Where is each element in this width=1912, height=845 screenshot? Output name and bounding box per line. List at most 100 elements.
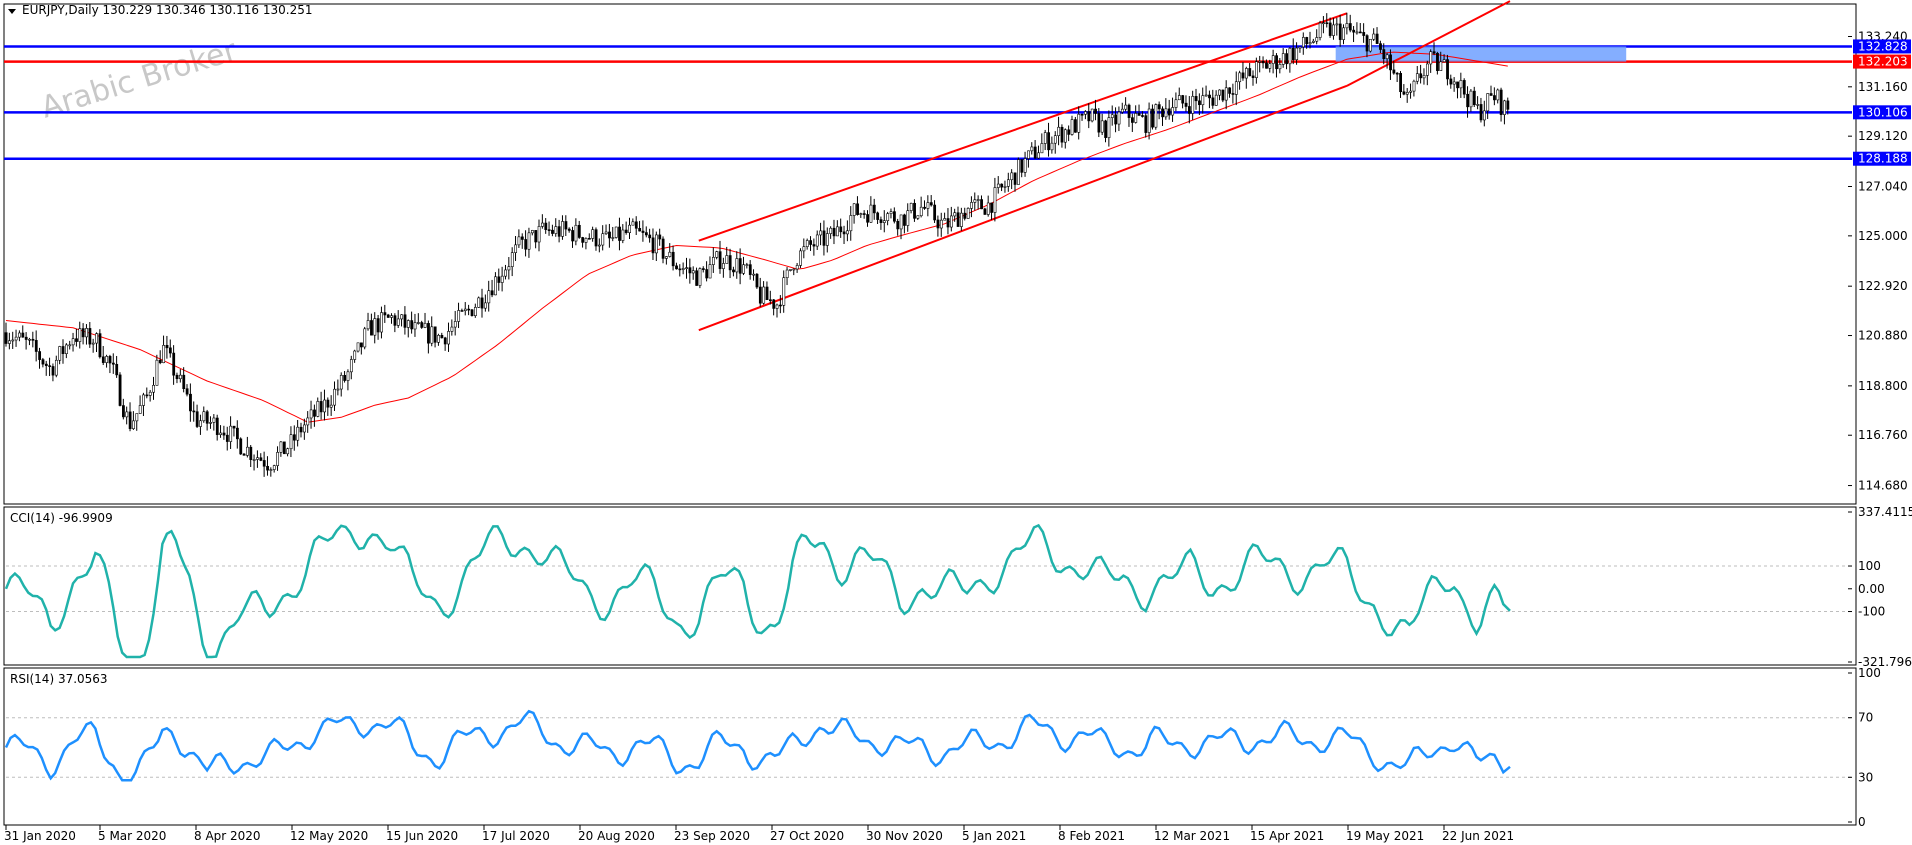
candle-body xyxy=(1325,22,1329,25)
price-tag xyxy=(1853,39,1911,54)
candle-body xyxy=(735,258,739,273)
candle-body xyxy=(1332,24,1335,36)
candle-body xyxy=(1395,72,1399,75)
channel-line-lower xyxy=(698,84,1348,332)
candle-body xyxy=(906,210,910,226)
cci-panel[interactable]: 337.4115 100 0.00 -100 -321.7969 CCI(14) -96… xyxy=(3,505,1912,669)
candle-body xyxy=(101,356,105,363)
candle-body xyxy=(1261,61,1265,64)
candle-body xyxy=(520,236,524,240)
candle-body xyxy=(574,224,578,242)
candle-body xyxy=(527,232,531,250)
candle-body xyxy=(882,220,886,223)
supply-zone[interactable] xyxy=(1335,46,1627,62)
candle-body xyxy=(41,359,45,365)
candle-body xyxy=(145,394,149,397)
candle-body xyxy=(742,264,745,274)
cci-panel-frame xyxy=(3,506,1857,666)
candle-body xyxy=(651,237,655,254)
candle-body xyxy=(1013,172,1017,185)
candle-body xyxy=(691,270,695,274)
candle-body xyxy=(71,338,75,346)
candle-body xyxy=(732,269,735,273)
candle-body xyxy=(1251,75,1255,78)
trend-channel[interactable] xyxy=(698,0,1511,332)
candle-body xyxy=(463,308,467,311)
candle-body xyxy=(923,206,926,209)
candle-body xyxy=(1010,172,1014,181)
candle-body xyxy=(862,213,866,215)
candle-body xyxy=(782,277,786,306)
candle-body xyxy=(95,333,99,344)
candle-body xyxy=(869,204,873,223)
candle-body xyxy=(376,318,380,333)
candle-body xyxy=(1027,150,1030,159)
candle-body xyxy=(893,211,896,222)
candle-body xyxy=(547,229,551,231)
candle-body xyxy=(118,374,122,406)
candle-body xyxy=(4,332,8,344)
candle-body xyxy=(993,187,997,213)
candle-body xyxy=(1268,63,1272,69)
candle-body xyxy=(1402,91,1406,95)
candle-body xyxy=(91,342,95,345)
candle-body xyxy=(909,202,913,211)
candle-body xyxy=(1131,117,1134,123)
tick-label: 70 xyxy=(1858,711,1873,725)
candle-body xyxy=(953,212,957,217)
candle-body xyxy=(443,337,447,345)
price-tick-label: 120.880 xyxy=(1858,329,1908,343)
candle-body xyxy=(1375,33,1379,44)
candle-body xyxy=(668,251,672,257)
candle-body xyxy=(913,202,916,219)
candle-body xyxy=(973,199,977,203)
candle-body xyxy=(1308,42,1312,45)
candle-body xyxy=(1255,61,1258,78)
candle-body xyxy=(745,264,749,266)
candle-body xyxy=(329,404,333,408)
candle-body xyxy=(1288,47,1292,65)
candle-body xyxy=(61,346,65,354)
rsi-panel[interactable]: 100 70 30 0 RSI(14) 37.0563 xyxy=(3,666,1881,829)
time-tick-label: 31 Jan 2020 xyxy=(4,829,76,843)
candle-body xyxy=(1037,152,1040,159)
candle-body xyxy=(165,345,169,349)
candle-body xyxy=(212,417,216,423)
price-tag-label: 128.188 xyxy=(1858,152,1908,166)
candle-body xyxy=(661,238,665,259)
candle-body xyxy=(752,273,756,276)
candle-body xyxy=(289,434,293,450)
candle-body xyxy=(246,446,249,456)
candle-body xyxy=(490,290,494,296)
candle-body xyxy=(1456,81,1459,89)
candle-body xyxy=(567,228,571,231)
candle-body xyxy=(980,199,983,210)
candle-body xyxy=(956,212,960,227)
candle-body xyxy=(899,214,903,230)
candle-body xyxy=(641,230,645,233)
candle-body xyxy=(832,227,836,237)
candle-body xyxy=(413,322,417,330)
candle-body xyxy=(876,212,880,220)
candle-body xyxy=(1439,61,1443,71)
candle-body xyxy=(1144,115,1148,133)
candle-body xyxy=(510,252,514,267)
price-panel[interactable]: Arabic Broker 133.240131.160129.120127.0… xyxy=(3,0,1911,505)
price-tick-label: 118.800 xyxy=(1858,379,1908,393)
cci-levels xyxy=(6,565,1852,613)
candle-body xyxy=(698,268,702,286)
candle-body xyxy=(1322,22,1325,25)
time-tick-label: 12 Mar 2021 xyxy=(1154,829,1230,843)
candle-body xyxy=(524,239,528,250)
candle-body xyxy=(51,366,55,376)
candle-body xyxy=(648,234,652,239)
candle-body xyxy=(343,375,347,381)
candle-body xyxy=(380,312,383,333)
candle-body xyxy=(1275,55,1278,70)
candle-body xyxy=(514,244,518,253)
candle-body xyxy=(232,425,236,429)
candle-body xyxy=(195,411,199,427)
candle-body xyxy=(577,224,581,238)
symbol-menu-icon[interactable] xyxy=(8,9,16,14)
